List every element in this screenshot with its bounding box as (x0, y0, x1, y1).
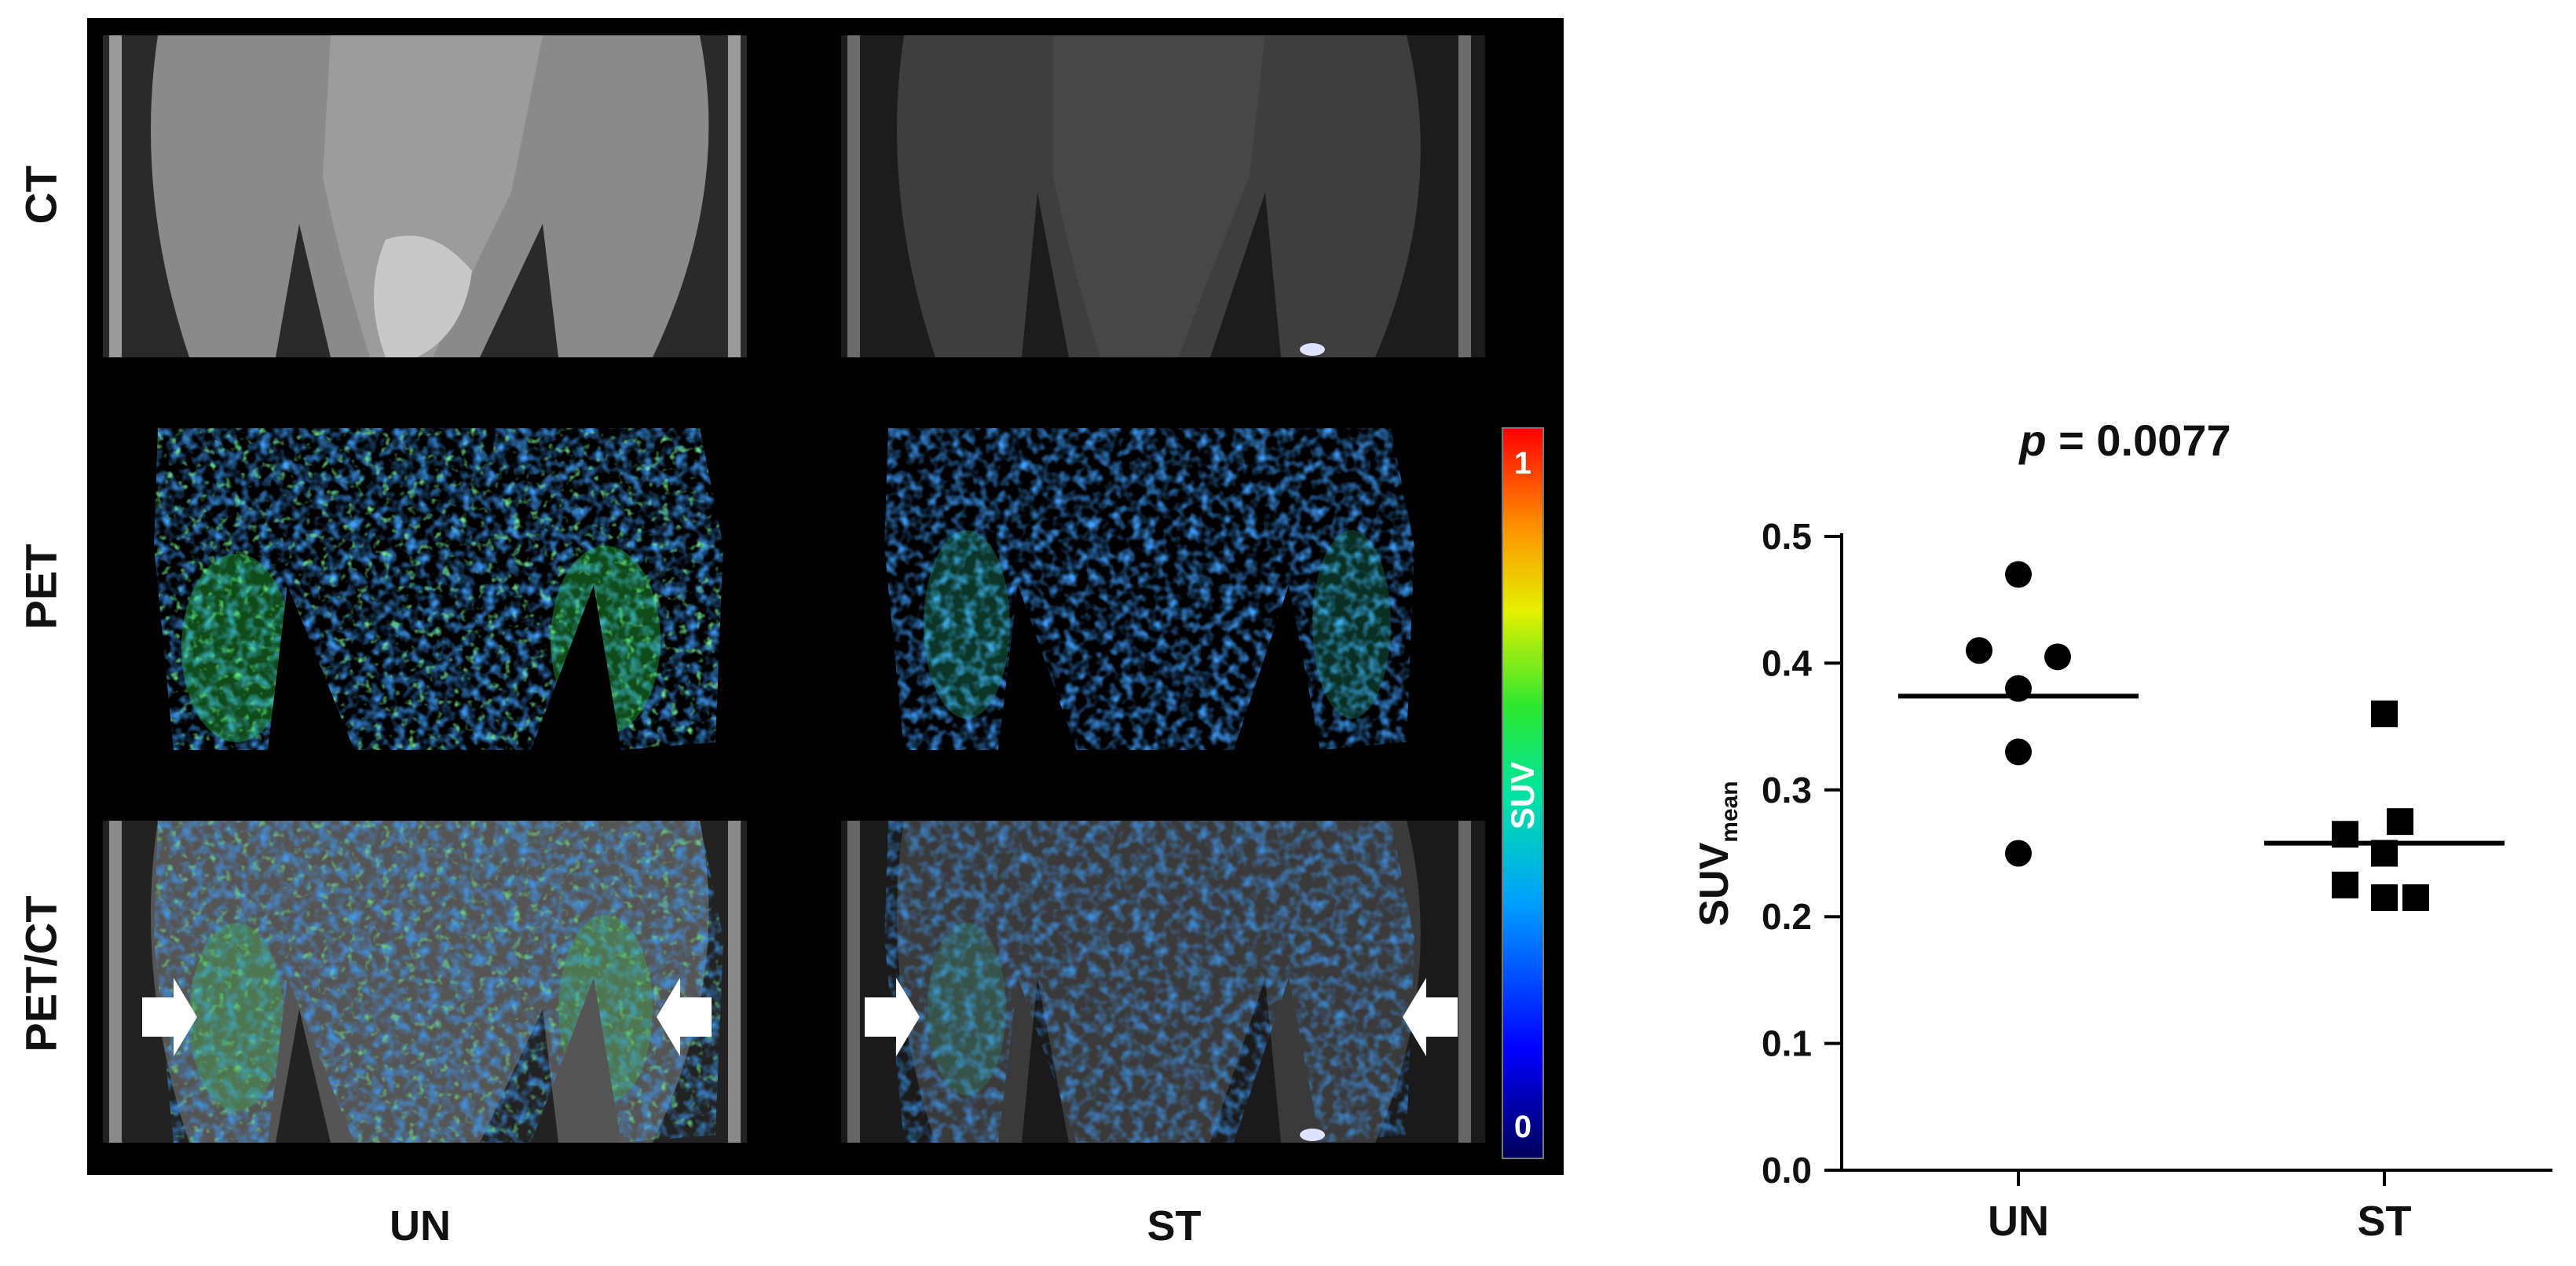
imaging-panel: 1 0 SUV (87, 18, 1564, 1175)
data-point-un (2044, 643, 2071, 671)
data-point-st (2332, 871, 2358, 898)
pet-image-st (841, 428, 1485, 750)
petct-image-un (103, 821, 747, 1143)
imaging-grid (103, 35, 1544, 1159)
y-tick-label: 0.1 (1762, 1023, 1812, 1064)
col-label-un: UN (390, 1202, 451, 1250)
colorbar-min-label: 0 (1513, 1110, 1532, 1144)
colorbar-label: SUV (1504, 761, 1541, 830)
y-tick-label: 0.2 (1762, 896, 1812, 937)
y-tick-label: 0.3 (1762, 770, 1812, 810)
ct-image-un (103, 35, 747, 357)
arrow-left-icon (1403, 978, 1458, 1056)
data-point-un (2005, 738, 2032, 766)
data-point-st (2371, 700, 2398, 727)
colorbar-max-label: 1 (1513, 446, 1532, 481)
arrow-left-icon (657, 978, 712, 1056)
x-tick-label: ST (2357, 1198, 2411, 1245)
pet-image-un (103, 428, 747, 750)
y-tick-label: 0.0 (1762, 1150, 1812, 1191)
suv-colorbar (1502, 427, 1544, 1159)
y-tick-label: 0.4 (1762, 642, 1812, 683)
data-point-un (2005, 561, 2032, 588)
chart-title: p = 0.0077 (2018, 415, 2230, 465)
x-tick-label: UN (1988, 1198, 2049, 1245)
row-label-ct: CT (16, 165, 66, 225)
row-label-pet: PET (16, 543, 66, 630)
data-point-st (2402, 884, 2429, 911)
data-point-st (2371, 884, 2398, 911)
ct-image-st (841, 35, 1485, 357)
data-point-un (1966, 637, 1992, 664)
col-label-st: ST (1147, 1202, 1202, 1250)
arrow-right-icon (865, 978, 920, 1056)
data-point-st (2387, 808, 2413, 836)
scatter-chart: 0.0 0.1 0.2 0.3 0.4 0.5 UN ST SUVmean p = 0.0077 (1692, 415, 2552, 1245)
data-point-un (2005, 840, 2032, 867)
data-point-st (2371, 840, 2398, 867)
row-label-petct: PET/CT (16, 895, 66, 1052)
y-tick-label: 0.5 (1762, 516, 1812, 557)
petct-image-st (841, 821, 1485, 1143)
data-point-st (2332, 821, 2358, 848)
y-axis-label: SUVmean (1692, 781, 1743, 926)
data-point-un (2005, 675, 2032, 702)
arrow-right-icon (142, 978, 197, 1056)
